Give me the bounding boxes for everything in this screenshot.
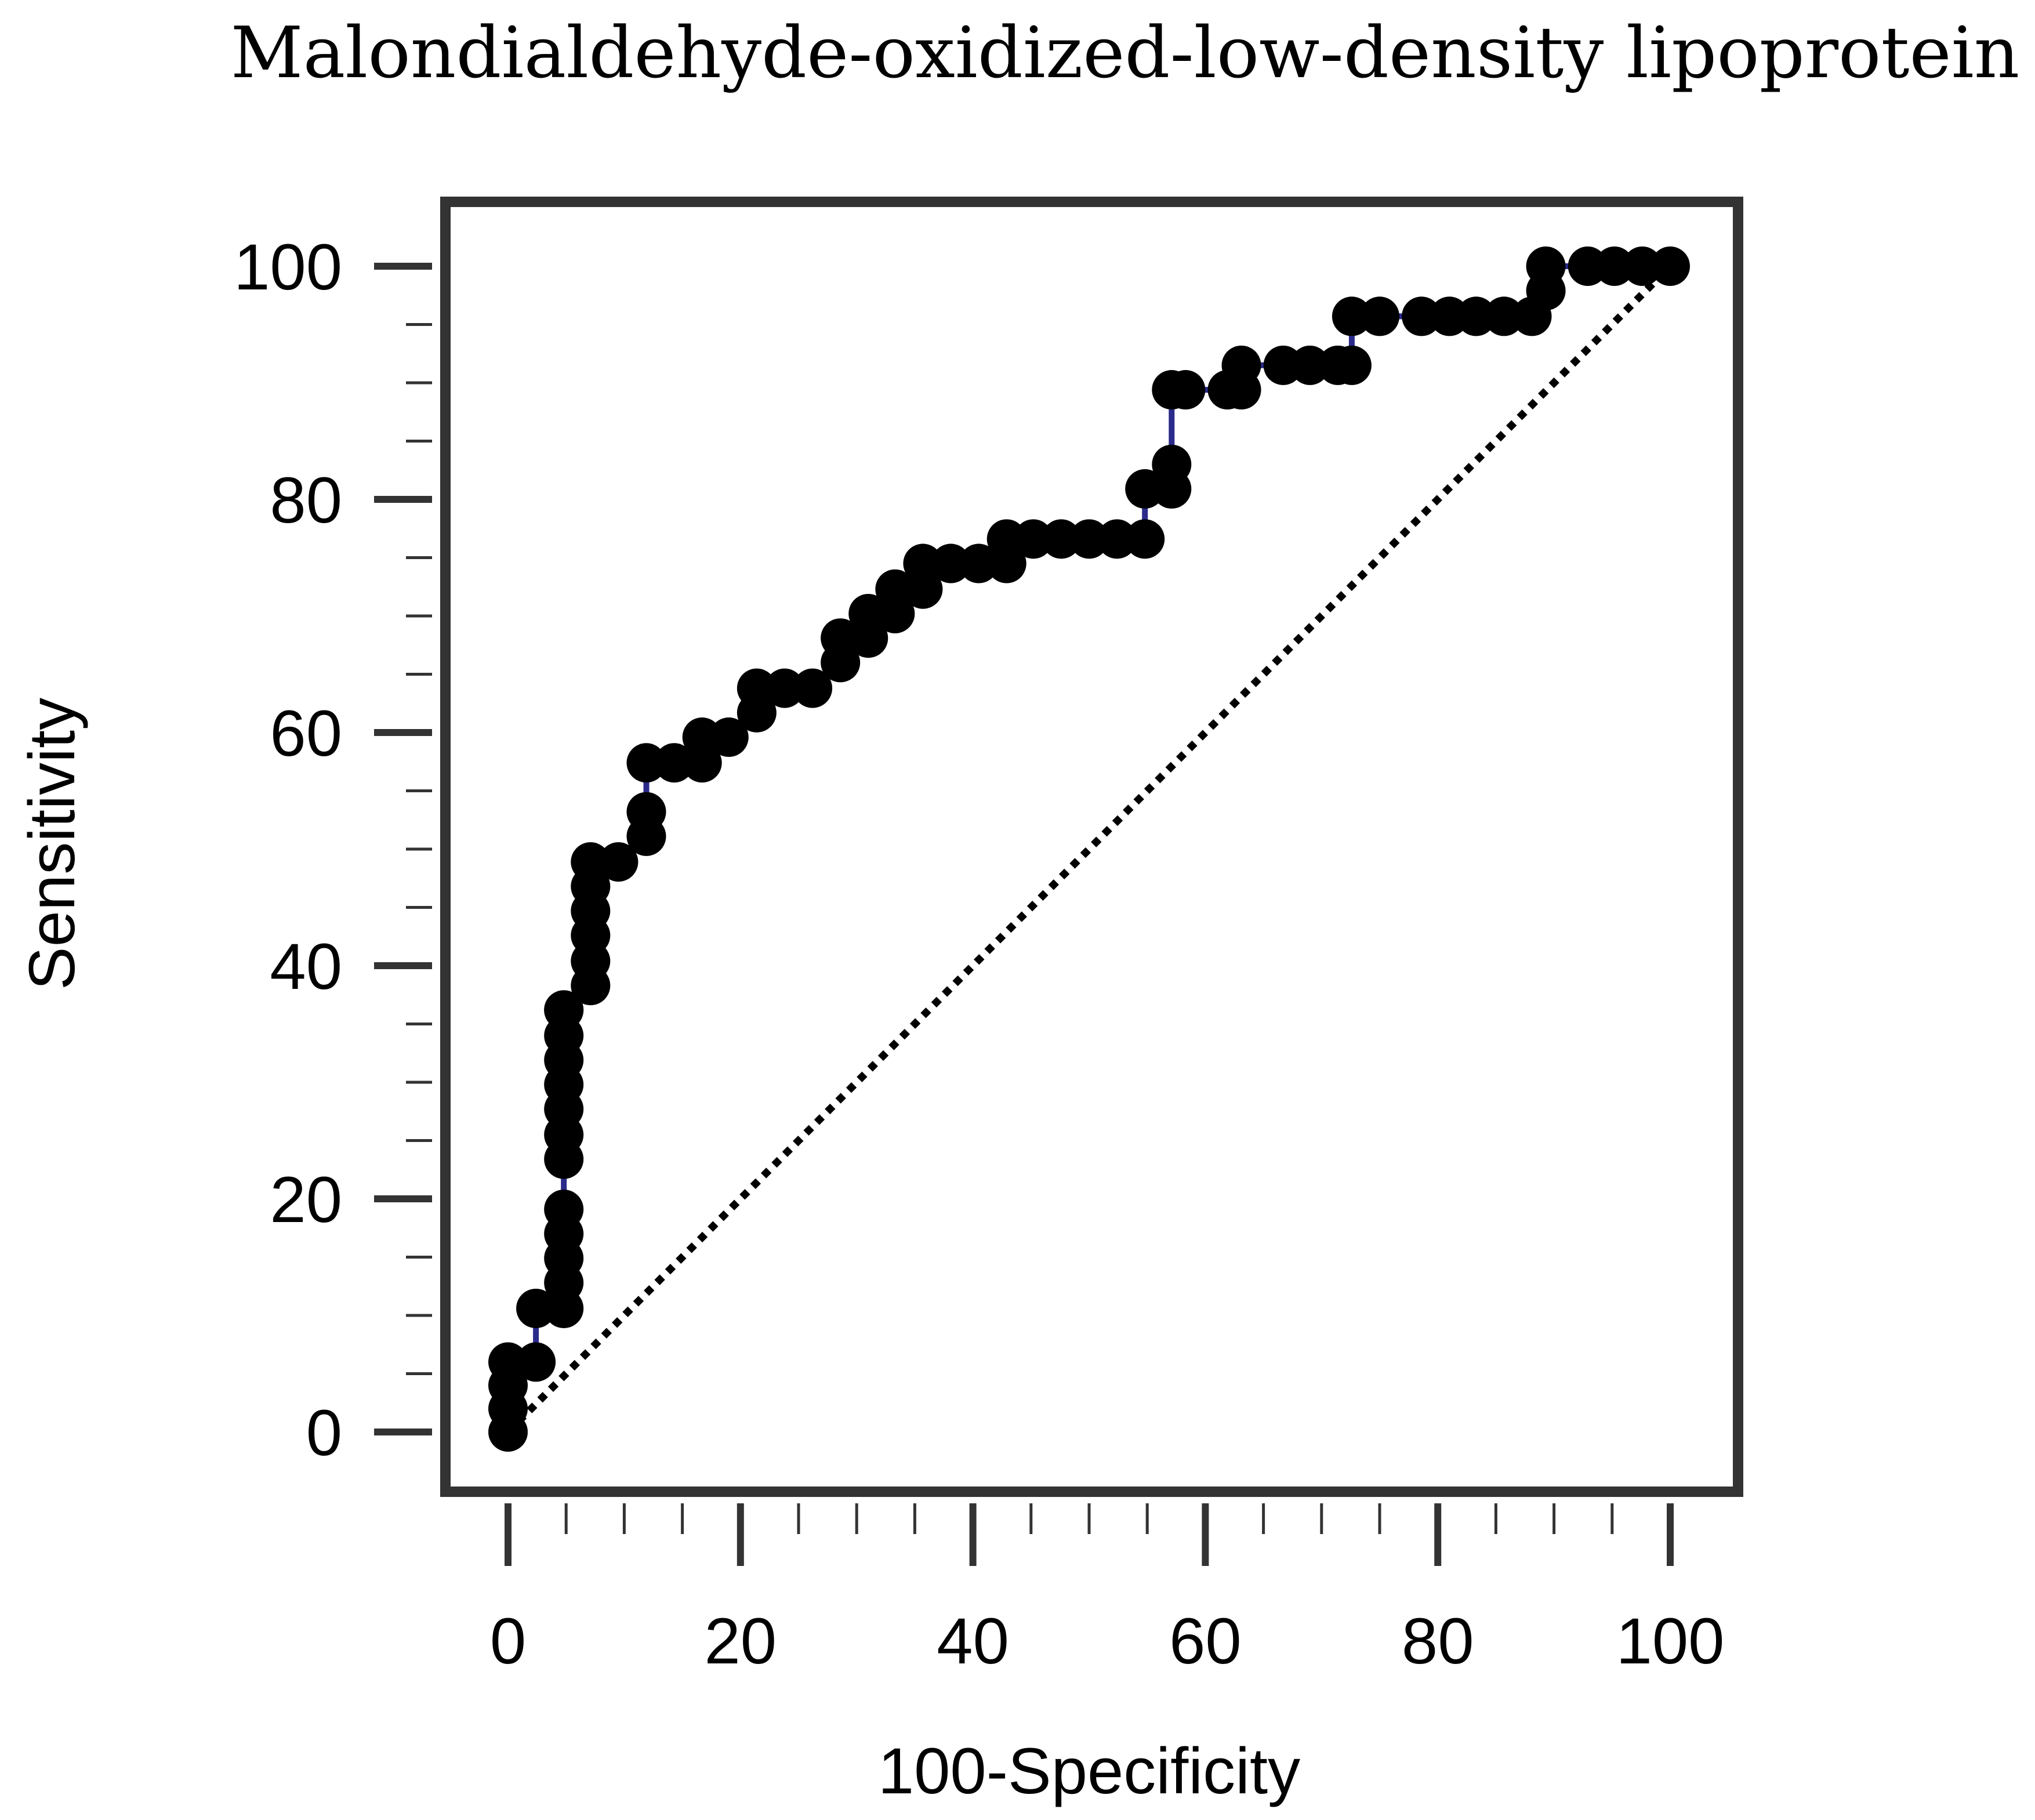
roc-point (764, 668, 804, 708)
roc-point (544, 990, 584, 1030)
roc-point (626, 792, 666, 832)
roc-point (1166, 370, 1206, 410)
roc-point (626, 743, 666, 783)
y-tick-label: 60 (270, 697, 342, 770)
roc-point (1290, 345, 1330, 385)
roc-point (737, 668, 777, 708)
roc-point (1013, 519, 1053, 559)
roc-point (598, 842, 639, 882)
roc-point (1069, 519, 1109, 559)
roc-point (1097, 519, 1137, 559)
roc-point (488, 1342, 528, 1382)
x-tick-label: 60 (1169, 1605, 1242, 1677)
y-axis-ticks (374, 263, 432, 1435)
roc-point (571, 842, 611, 882)
roc-point (1651, 246, 1690, 286)
y-tick-label: 20 (270, 1163, 342, 1236)
y-tick-label: 80 (270, 464, 342, 536)
roc-point (1125, 519, 1165, 559)
roc-point (709, 717, 749, 757)
y-axis-tick-labels: 0 20 40 60 80 100 (234, 231, 342, 1469)
roc-curve-points (488, 246, 1690, 1452)
roc-point (1594, 246, 1634, 286)
x-axis-ticks (505, 1503, 1674, 1566)
roc-point (1456, 296, 1496, 336)
x-axis-tick-labels: 0 20 40 60 80 100 (490, 1605, 1725, 1677)
roc-point (544, 1190, 584, 1230)
y-tick-label: 0 (306, 1397, 342, 1469)
roc-point (931, 543, 971, 583)
roc-point (1402, 296, 1442, 336)
y-tick-label: 40 (270, 930, 342, 1003)
x-axis-label: 100-Specificity (878, 1735, 1300, 1807)
roc-point (1622, 246, 1662, 286)
roc-point (793, 668, 833, 708)
roc-point (1041, 519, 1081, 559)
roc-point (654, 743, 694, 783)
roc-point (1332, 345, 1372, 385)
roc-point (821, 618, 861, 658)
x-tick-label: 80 (1402, 1605, 1474, 1677)
y-tick-label: 100 (234, 231, 342, 303)
roc-point (1332, 296, 1372, 336)
roc-point (516, 1342, 556, 1382)
roc-point (959, 543, 999, 583)
roc-point (1484, 296, 1524, 336)
roc-point (875, 569, 915, 609)
roc-point (516, 1288, 556, 1328)
x-tick-label: 0 (490, 1605, 526, 1677)
reference-diagonal (505, 263, 1673, 1435)
y-axis-label: Sensitivity (16, 698, 88, 990)
roc-point (1526, 246, 1566, 286)
roc-point (1221, 345, 1261, 385)
x-tick-label: 20 (705, 1605, 777, 1677)
roc-point (1360, 296, 1399, 336)
x-tick-label: 100 (1616, 1605, 1725, 1677)
plot-frame (440, 197, 1743, 1497)
roc-point (1152, 444, 1192, 484)
x-tick-label: 40 (937, 1605, 1009, 1677)
roc-point (903, 543, 943, 583)
chart-title: Malondialdehyde-oxidized-low-density lip… (231, 12, 2020, 94)
